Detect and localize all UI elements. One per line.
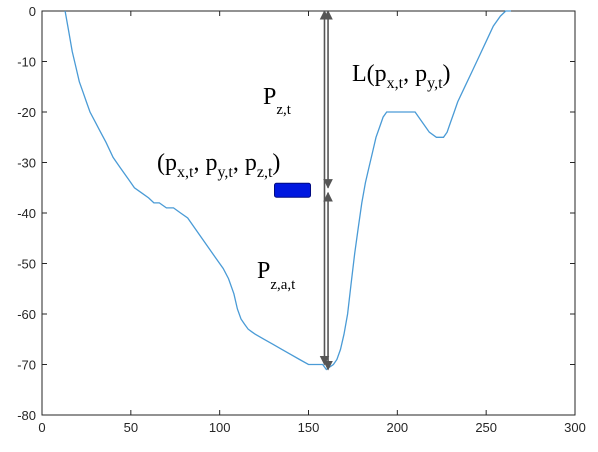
y-tick-label: -60 (17, 307, 36, 322)
series-line (64, 10, 511, 371)
y-tick-label: -40 (17, 206, 36, 221)
x-tick-label: 50 (124, 420, 138, 435)
label-point-coords: (px,t, py,t, pz,t) (157, 150, 280, 181)
y-tick-label: -30 (17, 156, 36, 171)
x-tick-label: 0 (38, 420, 45, 435)
x-tick-label: 150 (298, 420, 320, 435)
y-tick-label: -50 (17, 257, 36, 272)
y-tick-label: 0 (29, 4, 36, 19)
y-tick-label: -80 (17, 408, 36, 423)
position-marker (274, 182, 312, 198)
plot-area (41, 10, 576, 416)
axis-ticks: 0 50 100 150 200 250 300 0 -10 -20 -30 -40 -50 -60 -70… (17, 4, 586, 435)
y-tick-label: -10 (17, 55, 36, 70)
label-pzat: Pz,a,t (257, 258, 296, 293)
annotation-marks (274, 10, 333, 371)
x-tick-label: 200 (386, 420, 408, 435)
label-pzt: Pz,t (263, 84, 292, 118)
y-tick-label: -20 (17, 105, 36, 120)
x-tick-label: 250 (475, 420, 497, 435)
data-series (64, 10, 511, 371)
x-tick-label: 300 (564, 420, 586, 435)
x-tick-label: 100 (209, 420, 231, 435)
label-l-func: L(px,t, py,t) (352, 61, 451, 92)
y-tick-label: -70 (17, 358, 36, 373)
